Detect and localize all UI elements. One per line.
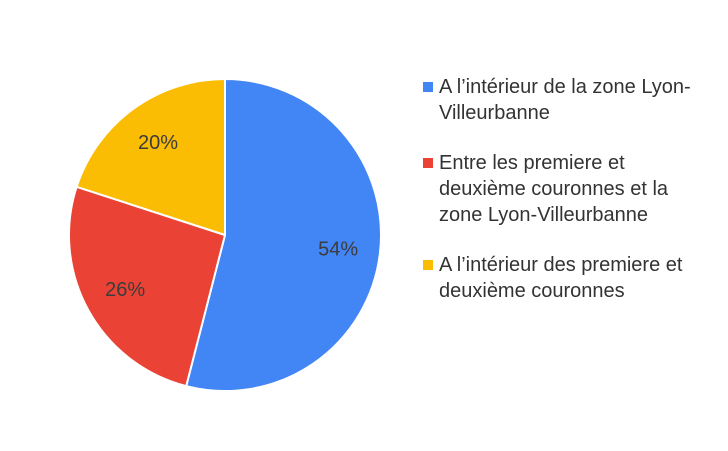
pie-slice-lyon-villeurbanne [185,78,382,392]
legend-swatch-red [423,158,433,168]
legend-label-within-crowns: A l’intérieur des premiere et deuxième c… [439,254,683,302]
slice-label-lyon-villeurbanne: 54% [318,238,358,260]
slice-label-within-crowns: 20% [138,132,178,154]
legend-label-between-crowns: Entre les premiere et deuxième couronnes… [439,152,669,226]
legend: A l’intérieur de la zone Lyon-Villeurban… [413,74,713,328]
legend-item-within-crowns: A l’intérieur des premiere et deuxième c… [413,252,713,304]
legend-item-lyon-villeurbanne: A l’intérieur de la zone Lyon-Villeurban… [413,74,713,126]
legend-swatch-yellow [423,260,433,270]
pie-slice-within-crowns [75,78,226,236]
legend-item-between-crowns: Entre les premiere et deuxième couronnes… [413,150,713,228]
legend-label-lyon-villeurbanne: A l’intérieur de la zone Lyon-Villeurban… [439,76,691,124]
slice-label-between-crowns: 26% [105,279,145,301]
pie-slice-between-crowns [68,185,226,388]
legend-swatch-blue [423,82,433,92]
